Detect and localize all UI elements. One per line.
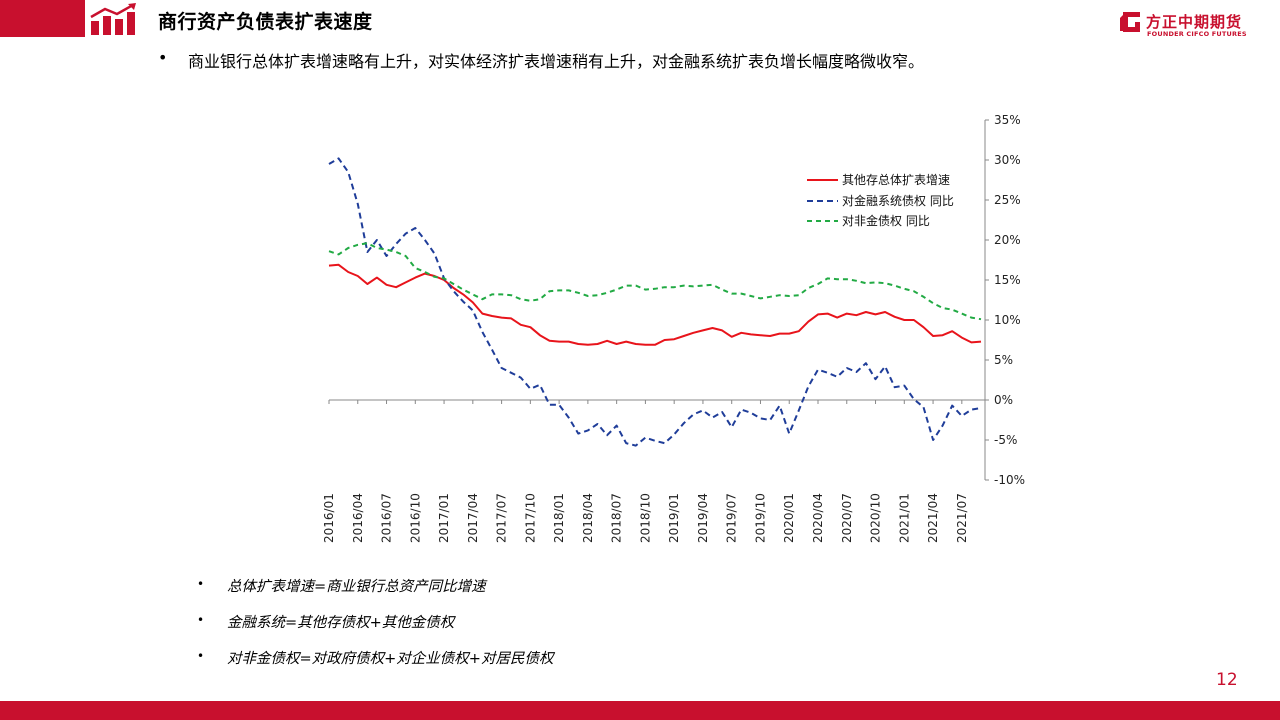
y-tick-label: -10% (994, 473, 1025, 487)
x-tick-label: 2018/01 (552, 493, 566, 543)
note-text: 金融系统=其他存债权+其他金债权 (227, 615, 455, 631)
brand-logo: 方正中期期货 FOUNDER CIFCO FUTURES (1118, 10, 1258, 40)
bar-chart-growth-icon (90, 3, 136, 35)
logo-english-text: FOUNDER CIFCO FUTURES (1147, 30, 1247, 38)
footer-bar (0, 701, 1280, 720)
summary-text: 商业银行总体扩表增速略有上升，对实体经济扩表增速稍有上升，对金融系统扩表负增长幅… (188, 52, 925, 71)
note-item: • 金融系统=其他存债权+其他金债权 (197, 611, 797, 647)
y-tick-label: -5% (994, 433, 1017, 447)
y-tick-label: 5% (994, 353, 1013, 367)
bullet-dot: • (197, 577, 205, 591)
x-tick-label: 2016/07 (380, 493, 394, 543)
x-tick-label: 2020/04 (811, 493, 825, 543)
bullet-dot: • (197, 649, 205, 663)
series-nonfinancial-claims-line (328, 242, 982, 321)
y-tick-label: 15% (994, 273, 1021, 287)
note-text: 对非金债权=对政府债权+对企业债权+对居民债权 (227, 651, 554, 667)
x-tick-label: 2018/10 (638, 493, 652, 543)
founder-logo-icon (1120, 12, 1140, 32)
x-tick-label: 2020/10 (869, 493, 883, 543)
legend-label: 其他存总体扩表增速 (842, 173, 950, 187)
note-text: 总体扩表增速=商业银行总资产同比增速 (227, 579, 486, 595)
y-tick-label: 30% (994, 153, 1021, 167)
line-chart: 35% 30% 25% 20% 15% 10% 5% 0% -5% -10% 2016/01 2016… (322, 113, 1025, 543)
logo-chinese-text: 方正中期期货 (1146, 13, 1243, 31)
x-tick-label: 2021/04 (926, 493, 940, 543)
x-tick-label: 2016/04 (351, 493, 365, 543)
x-tick-label: 2017/10 (523, 493, 537, 543)
x-tick-label: 2017/04 (466, 493, 480, 543)
y-tick-label: 20% (994, 233, 1021, 247)
note-item: • 总体扩表增速=商业银行总资产同比增速 (197, 575, 797, 611)
y-tick-label: 10% (994, 313, 1021, 327)
title-accent-bar (0, 0, 85, 37)
x-tick-label: 2019/01 (667, 493, 681, 543)
note-item: • 对非金债权=对政府债权+对企业债权+对居民债权 (197, 647, 797, 683)
x-tick-label: 2021/01 (897, 493, 911, 543)
x-tick-label: 2021/07 (955, 493, 969, 543)
x-tick-label: 2018/04 (581, 493, 595, 543)
x-tick-label: 2017/07 (495, 493, 509, 543)
legend-label: 对金融系统债权 同比 (842, 193, 954, 208)
y-tick-label: 0% (994, 393, 1013, 407)
page-number: 12 (1216, 670, 1238, 690)
page-title: 商行资产负债表扩表速度 (158, 11, 373, 33)
bullet-dot: • (158, 48, 168, 67)
definition-notes: • 总体扩表增速=商业银行总资产同比增速 • 金融系统=其他存债权+其他金债权 … (197, 575, 797, 683)
x-tick-label: 2016/10 (408, 493, 422, 543)
series-financial-claims-line (328, 157, 982, 447)
x-tick-label: 2016/01 (322, 493, 336, 543)
x-tick-label: 2017/01 (437, 493, 451, 543)
x-tick-label: 2020/07 (840, 493, 854, 543)
y-tick-label: 35% (994, 113, 1021, 127)
x-tick-label: 2020/01 (782, 493, 796, 543)
x-tick-label: 2019/04 (696, 493, 710, 543)
series-total-expansion-line (328, 263, 982, 346)
bullet-dot: • (197, 613, 205, 627)
x-tick-label: 2019/07 (725, 493, 739, 543)
y-tick-label: 25% (994, 193, 1021, 207)
x-tick-label: 2019/10 (753, 493, 767, 543)
legend-label: 对非金债权 同比 (842, 213, 930, 228)
x-tick-label: 2018/07 (610, 493, 624, 543)
